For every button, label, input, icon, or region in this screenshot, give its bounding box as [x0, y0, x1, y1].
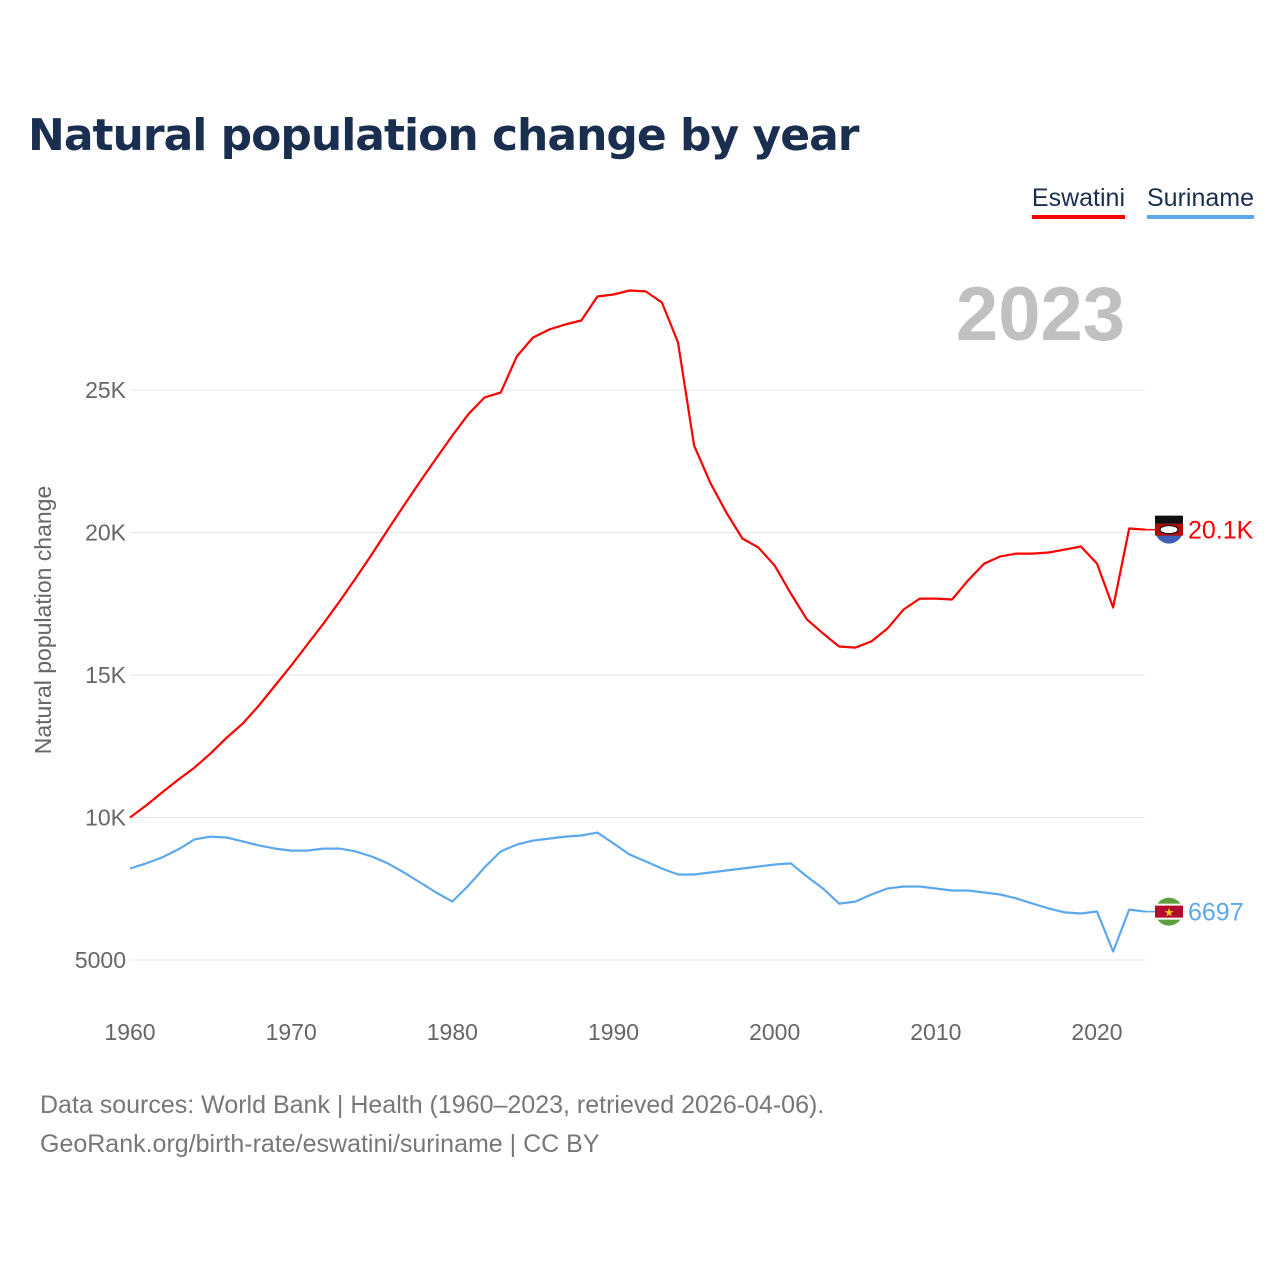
series-line-suriname	[129, 831, 1146, 953]
y-axis-label: Natural population change	[30, 486, 56, 755]
source-link[interactable]: GeoRank.org/birth-rate/eswatini/suriname…	[40, 1130, 600, 1158]
year-watermark: 2023	[956, 272, 1125, 357]
end-value-label: 20.1K	[1188, 517, 1254, 545]
legend-item-suriname[interactable]: Suriname	[1147, 184, 1254, 219]
source-note: Data sources: World Bank | Health (1960–…	[40, 1091, 825, 1119]
x-tick-label: 2020	[1071, 1019, 1122, 1045]
x-tick-label: 2000	[749, 1019, 800, 1045]
end-value-label: 6697	[1188, 899, 1244, 927]
series-line-eswatini	[129, 289, 1146, 819]
x-tick-label: 1990	[588, 1019, 639, 1045]
x-tick-label: 1960	[104, 1019, 155, 1045]
y-tick-label: 5000	[75, 947, 126, 973]
flag-shield	[1159, 525, 1179, 535]
x-tick-label: 2010	[910, 1019, 961, 1045]
x-tick-label: 1970	[266, 1019, 317, 1045]
y-tick-label: 25K	[85, 377, 127, 403]
x-tick-label: 1980	[427, 1019, 478, 1045]
legend: Eswatini Suriname	[1031, 184, 1254, 219]
page-title: Natural population change by year	[28, 110, 859, 161]
flag-band	[1155, 905, 1183, 918]
y-tick-label: 20K	[85, 520, 127, 546]
flag-star: ★	[1164, 906, 1175, 920]
y-tick-label: 15K	[85, 662, 127, 688]
footer: Data sources: World Bank | Health (1960–…	[40, 1086, 824, 1164]
y-tick-label: 10K	[85, 805, 127, 831]
flag-band	[1155, 515, 1183, 524]
legend-item-eswatini[interactable]: Eswatini	[1031, 184, 1125, 219]
